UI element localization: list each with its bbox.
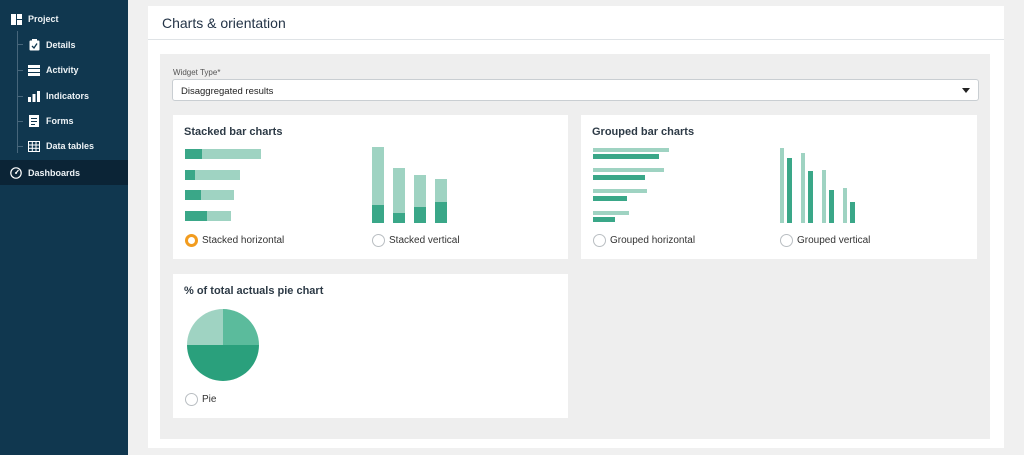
thumb-bar-segment: [393, 213, 405, 223]
main-card: Charts & orientation Widget Type* Disagg…: [148, 6, 1004, 448]
thumb-bar-segment: [195, 170, 240, 180]
stacked-vertical-label: Stacked vertical: [389, 235, 460, 246]
sidebar-item-activity[interactable]: Activity: [0, 58, 128, 82]
sidebar-item-data-tables[interactable]: Data tables: [0, 134, 128, 158]
stacked-horizontal-label: Stacked horizontal: [202, 235, 285, 246]
thumb-bar-segment: [207, 211, 231, 221]
thumb-bar: [593, 217, 615, 222]
stacked-bar-title: Stacked bar charts: [184, 126, 283, 138]
thumb-bar: [593, 211, 629, 215]
divider: [148, 39, 1004, 40]
radio-stacked-horizontal[interactable]: [185, 234, 198, 247]
sidebar-item-label: Indicators: [46, 91, 90, 101]
stacked-bar-card: Stacked bar charts Stacked horizontal: [173, 115, 568, 259]
thumb-bar-segment: [185, 211, 207, 221]
sidebar-item-label: Dashboards: [28, 167, 81, 178]
stacked-vertical-option[interactable]: Stacked vertical: [372, 234, 460, 247]
sidebar-item-label: Project: [28, 14, 59, 24]
sidebar: Project Details Activity Indicators Form…: [0, 0, 128, 455]
widget-settings-panel: Widget Type* Disaggregated results Stack…: [160, 54, 990, 439]
thumb-bar: [843, 188, 847, 223]
nav-tree-tick: [17, 96, 23, 97]
thumb-bar: [822, 170, 826, 223]
grouped-bar-title: Grouped bar charts: [592, 126, 695, 138]
thumb-bar: [850, 202, 855, 223]
stacked-horizontal-option[interactable]: Stacked horizontal: [185, 234, 284, 247]
pie-thumbnail[interactable]: [185, 307, 261, 383]
radio-grouped-vertical[interactable]: [780, 234, 793, 247]
thumb-bar-segment: [202, 149, 261, 159]
thumb-bar-segment: [372, 205, 384, 223]
pie-chart-card: % of total actuals pie chart Pie: [173, 274, 568, 418]
thumb-bar: [801, 153, 805, 223]
thumb-bar: [780, 148, 784, 223]
thumb-bar-segment: [435, 179, 447, 202]
radio-stacked-vertical[interactable]: [372, 234, 385, 247]
pie-chart-title: % of total actuals pie chart: [184, 285, 324, 297]
sidebar-item-details[interactable]: Details: [0, 33, 128, 57]
nav-tree-tick: [17, 121, 23, 122]
thumb-bar-segment: [372, 147, 384, 205]
widget-type-label: Widget Type*: [173, 68, 221, 77]
pie-slice: [187, 345, 259, 381]
nav-tree-tick: [17, 70, 23, 71]
thumb-bar: [593, 196, 627, 201]
thumb-bar: [808, 171, 813, 223]
sidebar-item-dashboards[interactable]: Dashboards: [0, 160, 128, 185]
nav-tree-line: [17, 31, 18, 153]
pie-slice: [187, 309, 223, 345]
grouped-horizontal-option[interactable]: Grouped horizontal: [593, 234, 695, 247]
document-icon: [28, 115, 40, 127]
sidebar-item-forms[interactable]: Forms: [0, 109, 128, 133]
thumb-bar-segment: [435, 202, 447, 223]
page-title: Charts & orientation: [162, 15, 286, 31]
widget-type-value: Disaggregated results: [181, 86, 274, 97]
thumb-bar: [829, 190, 834, 223]
thumb-bar: [593, 175, 645, 180]
sidebar-item-label: Details: [46, 40, 76, 50]
thumb-bar: [593, 189, 647, 193]
bar-chart-icon: [28, 90, 40, 102]
thumb-bar: [593, 148, 669, 152]
nav-tree-tick: [17, 44, 23, 45]
thumb-bar: [593, 154, 659, 159]
chevron-down-icon: [962, 88, 970, 93]
pie-label: Pie: [202, 394, 217, 405]
nav-tree-tick: [17, 146, 23, 147]
grouped-vertical-option[interactable]: Grouped vertical: [780, 234, 870, 247]
sidebar-item-label: Forms: [46, 116, 74, 126]
thumb-bar-segment: [201, 190, 234, 200]
thumb-bar-segment: [393, 168, 405, 213]
grouped-vertical-label: Grouped vertical: [797, 235, 871, 246]
pie-option[interactable]: Pie: [185, 393, 216, 406]
thumb-bar-segment: [185, 149, 202, 159]
thumb-bar-segment: [185, 170, 195, 180]
project-icon: [10, 13, 22, 25]
thumb-bar: [787, 158, 792, 223]
server-icon: [28, 64, 40, 76]
sidebar-item-label: Activity: [46, 65, 79, 75]
grouped-bar-card: Grouped bar charts Grouped horizontal: [581, 115, 977, 259]
thumb-bar: [593, 168, 664, 172]
gauge-icon: [10, 166, 22, 179]
widget-type-select[interactable]: Disaggregated results: [172, 79, 979, 101]
thumb-bar-segment: [185, 190, 201, 200]
clipboard-icon: [28, 39, 40, 51]
thumb-bar-segment: [414, 175, 426, 207]
grouped-horizontal-label: Grouped horizontal: [610, 235, 696, 246]
sidebar-item-label: Data tables: [46, 141, 95, 151]
sidebar-item-indicators[interactable]: Indicators: [0, 84, 128, 108]
table-icon: [28, 140, 40, 152]
pie-slice: [223, 309, 259, 345]
radio-grouped-horizontal[interactable]: [593, 234, 606, 247]
radio-pie[interactable]: [185, 393, 198, 406]
sidebar-item-project[interactable]: Project: [0, 7, 128, 31]
thumb-bar-segment: [414, 207, 426, 223]
